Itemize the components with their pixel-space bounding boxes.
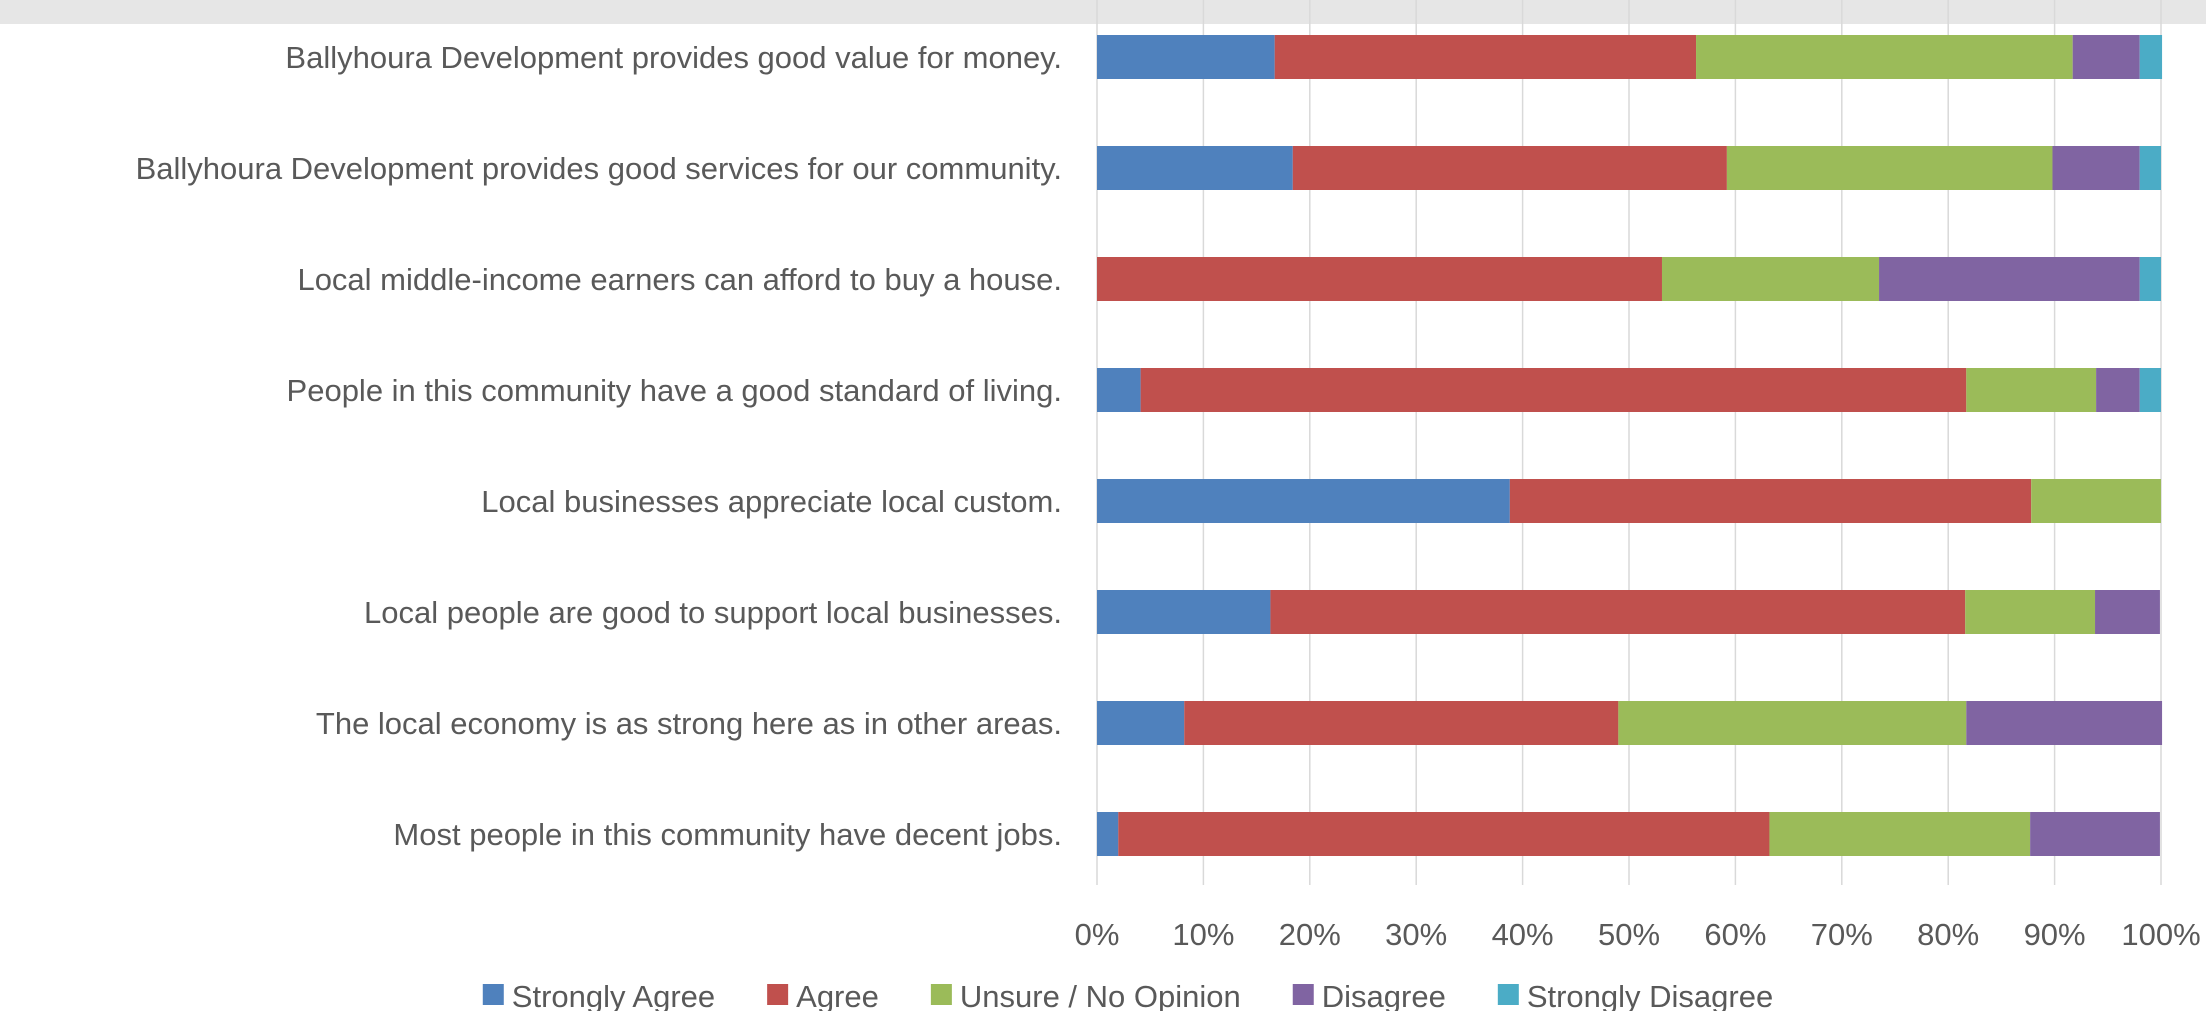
- x-tick-label-0: 0%: [1075, 917, 1120, 952]
- legend-label-3: Disagree: [1322, 979, 1446, 1011]
- bars: [1097, 35, 2163, 856]
- category-label-7: Most people in this community have decen…: [393, 817, 1062, 852]
- legend-label-0: Strongly Agree: [512, 979, 715, 1011]
- bar-segment-r1-s1: [1292, 146, 1727, 190]
- x-tick-label-4: 40%: [1492, 917, 1554, 952]
- legend-swatch-3: [1292, 984, 1314, 1005]
- x-tick-label-10: 100%: [2121, 917, 2200, 952]
- category-label-1: Ballyhoura Development provides good ser…: [136, 151, 1062, 186]
- bar-segment-r0-s3: [2072, 35, 2140, 79]
- bar-segment-r6-s1: [1184, 701, 1619, 745]
- bar-segment-r6-s2: [1618, 701, 1967, 745]
- x-tick-label-9: 90%: [2024, 917, 2086, 952]
- bar-segment-r7-s1: [1118, 812, 1770, 856]
- category-label-3: People in this community have a good sta…: [287, 373, 1062, 408]
- bar-segment-r5-s1: [1270, 590, 1966, 634]
- bar-segment-r0-s1: [1274, 35, 1697, 79]
- legend-swatch-2: [930, 984, 952, 1005]
- x-tick-label-3: 30%: [1385, 917, 1447, 952]
- bar-segment-r1-s2: [1726, 146, 2053, 190]
- x-tick-label-8: 80%: [1917, 917, 1979, 952]
- legend: Strongly Agree Agree Unsure / No Opinion Di…: [482, 979, 1773, 1011]
- category-label-6: The local economy is as strong here as i…: [316, 706, 1062, 741]
- category-labels: Ballyhoura Development provides good val…: [136, 40, 1062, 852]
- category-label-0: Ballyhoura Development provides good val…: [285, 40, 1062, 75]
- bar-segment-r3-s4: [2139, 368, 2161, 412]
- bar-segment-r1-s0: [1097, 146, 1293, 190]
- bar-segment-r3-s1: [1140, 368, 1967, 412]
- legend-swatch-0: [482, 984, 504, 1005]
- bar-segment-r2-s4: [2139, 257, 2161, 301]
- bar-segment-r6-s3: [1966, 701, 2163, 745]
- bar-segment-r0-s0: [1097, 35, 1275, 79]
- bar-segment-r7-s0: [1097, 812, 1119, 856]
- bar-segment-r3-s2: [1966, 368, 2097, 412]
- bar-segment-r1-s3: [2052, 146, 2140, 190]
- gridlines: [1096, 0, 2162, 885]
- category-label-5: Local people are good to support local b…: [364, 595, 1062, 630]
- legend-label-2: Unsure / No Opinion: [960, 979, 1241, 1011]
- bar-segment-r4-s1: [1509, 479, 2032, 523]
- bar-segment-r2-s2: [1661, 257, 1880, 301]
- x-tick-label-5: 50%: [1598, 917, 1660, 952]
- bar-segment-r0-s4: [2139, 35, 2163, 79]
- bar-segment-r4-s2: [2031, 479, 2161, 523]
- legend-label-4: Strongly Disagree: [1527, 979, 1773, 1011]
- legend-swatch-4: [1497, 984, 1519, 1005]
- bar-segment-r5-s2: [1965, 590, 2096, 634]
- bar-segment-r3-s0: [1097, 368, 1141, 412]
- x-tick-labels: 0% 10% 20% 30% 40% 50% 60% 70% 80% 90% 100%: [1075, 917, 2201, 952]
- bar-segment-r5-s0: [1097, 590, 1271, 634]
- bar-segment-r7-s2: [1769, 812, 2031, 856]
- bar-segment-r1-s4: [2139, 146, 2161, 190]
- x-tick-label-1: 10%: [1172, 917, 1234, 952]
- bar-segment-r2-s3: [1879, 257, 2140, 301]
- category-label-4: Local businesses appreciate local custom…: [481, 484, 1062, 519]
- x-tick-label-2: 20%: [1279, 917, 1341, 952]
- category-label-2: Local middle-income earners can afford t…: [297, 262, 1062, 297]
- x-tick-label-6: 60%: [1704, 917, 1766, 952]
- x-tick-label-7: 70%: [1811, 917, 1873, 952]
- bar-segment-r6-s0: [1097, 701, 1185, 745]
- bar-segment-r3-s3: [2096, 368, 2140, 412]
- top-strip: [0, 0, 2206, 24]
- legend-swatch-1: [767, 984, 789, 1005]
- legend-label-1: Agree: [796, 979, 879, 1011]
- bar-segment-r5-s3: [2095, 590, 2160, 634]
- bar-segment-r4-s0: [1097, 479, 1510, 523]
- bar-segment-r7-s3: [2030, 812, 2160, 856]
- bar-segment-r0-s2: [1696, 35, 2073, 79]
- bar-segment-r2-s1: [1097, 257, 1662, 301]
